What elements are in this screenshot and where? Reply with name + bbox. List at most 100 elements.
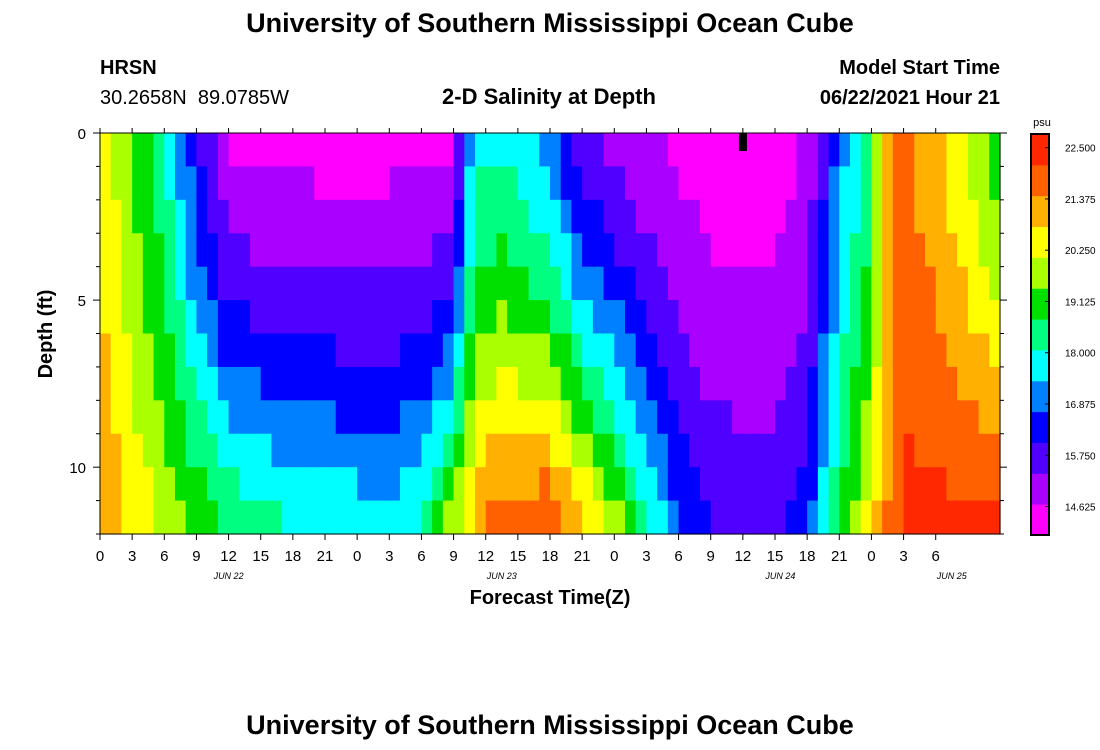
heatmap-cell	[453, 400, 465, 435]
heatmap-cell	[860, 133, 873, 168]
heatmap-cell	[325, 300, 337, 335]
heatmap-cell	[346, 366, 358, 401]
heatmap-cell	[764, 199, 776, 234]
heatmap-cell	[550, 400, 562, 435]
heatmap-cell	[185, 133, 198, 168]
heatmap-cell	[796, 333, 808, 368]
heatmap-cell	[303, 433, 315, 468]
heatmap-cell	[839, 366, 851, 401]
heatmap-cell	[153, 333, 165, 368]
heatmap-cell	[914, 467, 926, 502]
heatmap-cell	[292, 500, 305, 535]
heatmap-cell	[700, 300, 712, 335]
heatmap-cell	[914, 300, 926, 335]
heatmap-cell	[635, 467, 648, 502]
heatmap-cell	[282, 500, 294, 535]
heatmap-cell	[764, 233, 776, 268]
heatmap-cell	[217, 199, 230, 234]
heatmap-cell	[689, 366, 701, 401]
heatmap-cell	[978, 133, 990, 168]
heatmap-cell	[935, 266, 948, 301]
heatmap-cell	[925, 400, 937, 435]
heatmap-cell	[871, 166, 883, 201]
heatmap-cell	[625, 133, 637, 168]
heatmap-cell	[560, 467, 573, 502]
heatmap-cell	[464, 166, 476, 201]
heatmap-cell	[646, 266, 658, 301]
heatmap-cell	[657, 166, 669, 201]
heatmap-cell	[464, 300, 476, 335]
heatmap-cell	[303, 199, 315, 234]
heatmap-cell	[314, 133, 326, 168]
heatmap-cell	[989, 233, 1001, 268]
heatmap-cell	[689, 266, 701, 301]
heatmap-cell	[550, 233, 562, 268]
colorbar-swatch	[1031, 319, 1049, 351]
heatmap-cell	[850, 266, 862, 301]
heatmap-cell	[967, 266, 980, 301]
heatmap-cell	[807, 366, 819, 401]
x-tick-label: 12	[735, 548, 752, 565]
heatmap-cell	[871, 233, 883, 268]
heatmap-cell	[978, 166, 990, 201]
heatmap-cell	[721, 366, 733, 401]
heatmap-cell	[850, 333, 862, 368]
heatmap-cell	[721, 233, 733, 268]
heatmap-cell	[689, 233, 701, 268]
heatmap-cell	[271, 433, 283, 468]
heatmap-cell	[453, 300, 465, 335]
heatmap-cell	[817, 400, 830, 435]
heatmap-cell	[367, 400, 380, 435]
heatmap-cell	[292, 199, 305, 234]
heatmap-cell	[667, 400, 680, 435]
heatmap-cell	[582, 467, 594, 502]
heatmap-cell	[357, 166, 369, 201]
heatmap-cell	[914, 166, 926, 201]
heatmap-cell	[892, 433, 905, 468]
heatmap-cell	[100, 500, 112, 535]
heatmap-cell	[700, 400, 712, 435]
heatmap-cell	[775, 300, 787, 335]
heatmap-cell	[957, 166, 969, 201]
heatmap-cell	[528, 266, 540, 301]
heatmap-cell	[110, 300, 123, 335]
heatmap-cell	[153, 300, 165, 335]
heatmap-cell	[646, 133, 658, 168]
heatmap-cell	[903, 333, 915, 368]
heatmap-cell	[807, 433, 819, 468]
heatmap-cell	[817, 333, 830, 368]
heatmap-cell	[914, 199, 926, 234]
heatmap-cell	[132, 166, 144, 201]
heatmap-cell	[946, 366, 958, 401]
heatmap-cell	[839, 300, 851, 335]
heatmap-cell	[528, 500, 540, 535]
heatmap-cell	[110, 266, 123, 301]
heatmap-cell	[989, 166, 1001, 201]
heatmap-cell	[517, 433, 530, 468]
heatmap-cell	[121, 500, 133, 535]
heatmap-cell	[185, 433, 198, 468]
x-tick-label: 15	[252, 548, 269, 565]
heatmap-cell	[957, 500, 969, 535]
heatmap-cell	[925, 233, 937, 268]
heatmap-cell	[817, 300, 830, 335]
heatmap-cell	[903, 166, 915, 201]
heatmap-cell	[614, 199, 626, 234]
heatmap-cell	[175, 433, 187, 468]
heatmap-cell	[785, 467, 798, 502]
heatmap-cell	[421, 199, 433, 234]
heatmap-cell	[153, 133, 165, 168]
heatmap-cell	[207, 233, 219, 268]
heatmap-cell	[528, 199, 540, 234]
heatmap-cell	[882, 467, 894, 502]
heatmap-cell	[732, 300, 744, 335]
heatmap-cell	[507, 199, 519, 234]
heatmap-cell	[410, 433, 423, 468]
heatmap-cell	[903, 233, 915, 268]
heatmap-cell	[442, 266, 455, 301]
heatmap-cell	[196, 300, 208, 335]
heatmap-cell	[485, 199, 498, 234]
heatmap-cell	[539, 233, 551, 268]
heatmap-cell	[400, 133, 412, 168]
heatmap-cell	[892, 366, 905, 401]
